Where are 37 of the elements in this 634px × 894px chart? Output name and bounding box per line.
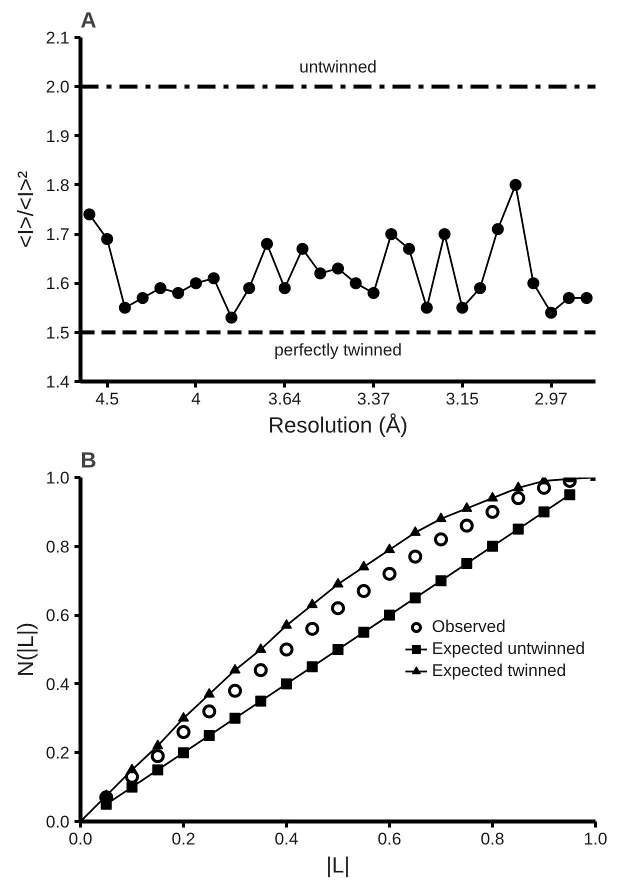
y-tick-label: 1.4 (46, 372, 70, 392)
x-tick-label: 0.0 (68, 830, 92, 848)
y-tick-label: 1.0 (46, 468, 70, 488)
y-tick-label: 0.6 (46, 606, 70, 626)
x-tick-label: 0.2 (172, 830, 196, 848)
x-tick-label: 4 (191, 390, 201, 408)
x-tick-label: 3.15 (446, 390, 479, 408)
y-tick-label: 2.1 (46, 28, 70, 48)
x-tick-label: 3.64 (268, 390, 302, 408)
x-tick-label: 0.8 (480, 830, 504, 848)
x-axis-title: Resolution (Å) (268, 412, 408, 438)
x-tick-label: 0.4 (274, 830, 298, 848)
legend-label: Expected twinned (432, 661, 566, 681)
y-tick-label: 1.6 (46, 274, 70, 294)
x-tick-label: 4.5 (95, 390, 119, 408)
x-tick-label: 3.37 (356, 390, 390, 408)
chart-title: B (80, 448, 96, 472)
y-tick-label: 0.2 (46, 744, 70, 763)
y-tick-label: 1.5 (46, 323, 70, 342)
x-tick-label: 2.97 (534, 390, 568, 408)
y-tick-label: 0.8 (46, 537, 70, 556)
ref-line-label: perfectly twinned (274, 340, 402, 360)
y-axis-title: <I>/<I>² (12, 170, 38, 248)
y-tick-label: 0.4 (46, 674, 70, 694)
legend-label: Observed (432, 617, 506, 637)
legend-label: Expected untwinned (432, 639, 585, 659)
x-tick-label: 1.0 (584, 830, 608, 848)
x-tick-label: 0.6 (378, 830, 402, 848)
x-axis-title: |L| (326, 852, 350, 878)
y-tick-label: 2.0 (46, 78, 70, 97)
y-tick-label: 1.7 (46, 225, 70, 244)
chart-title: A (80, 8, 96, 32)
y-tick-label: 0.0 (46, 812, 70, 832)
ref-line-label: untwinned (299, 58, 377, 77)
y-tick-label: 1.8 (46, 176, 70, 195)
y-axis-title: N(|L|) (12, 622, 38, 677)
y-tick-label: 1.9 (46, 126, 70, 146)
